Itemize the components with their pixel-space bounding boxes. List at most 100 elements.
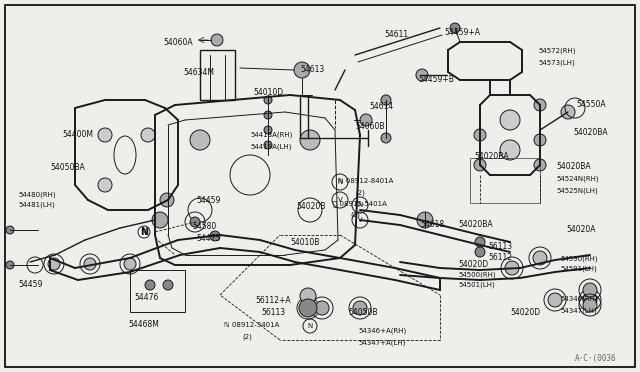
Text: 54020BA: 54020BA <box>474 152 509 161</box>
Text: 54634M: 54634M <box>183 68 214 77</box>
Text: 54060A: 54060A <box>163 38 193 47</box>
Text: 56113: 56113 <box>261 308 285 317</box>
Text: 56112: 56112 <box>488 253 512 262</box>
Text: ℕ 08912-3401A: ℕ 08912-3401A <box>224 322 280 328</box>
Text: 56112+A: 56112+A <box>255 296 291 305</box>
Circle shape <box>160 193 174 207</box>
Text: 54347+A(LH): 54347+A(LH) <box>358 339 405 346</box>
Text: 54481(LH): 54481(LH) <box>18 202 55 208</box>
Text: 54476: 54476 <box>134 293 158 302</box>
Text: N: N <box>140 228 147 237</box>
Text: 56113: 56113 <box>488 242 512 251</box>
Text: 54613: 54613 <box>300 65 324 74</box>
Circle shape <box>505 261 519 275</box>
Text: 54618: 54618 <box>420 220 444 229</box>
Text: 54060B: 54060B <box>355 122 385 131</box>
Circle shape <box>190 217 200 227</box>
Text: 54459: 54459 <box>196 196 220 205</box>
Circle shape <box>583 298 597 312</box>
Circle shape <box>264 111 272 119</box>
Circle shape <box>583 293 597 307</box>
Circle shape <box>500 140 520 160</box>
Text: 54050B: 54050B <box>348 308 378 317</box>
Text: 54459: 54459 <box>18 280 42 289</box>
Circle shape <box>533 251 547 265</box>
Text: 54419A(LH): 54419A(LH) <box>250 143 291 150</box>
Text: 54614: 54614 <box>369 102 393 111</box>
Text: 54550A: 54550A <box>576 100 605 109</box>
Circle shape <box>98 178 112 192</box>
Text: 54468M: 54468M <box>128 320 159 329</box>
Text: 54580: 54580 <box>192 222 216 231</box>
Circle shape <box>474 159 486 171</box>
Circle shape <box>474 129 486 141</box>
Text: N: N <box>357 202 363 208</box>
Circle shape <box>141 128 155 142</box>
Circle shape <box>417 212 433 228</box>
Circle shape <box>210 231 220 241</box>
Circle shape <box>48 258 60 270</box>
Circle shape <box>534 159 546 171</box>
Text: 54020BA: 54020BA <box>573 128 607 137</box>
Bar <box>130 270 185 312</box>
Circle shape <box>98 128 112 142</box>
Text: N: N <box>337 179 342 185</box>
Circle shape <box>6 226 14 234</box>
Text: 54590(RH): 54590(RH) <box>560 255 598 262</box>
Text: 54591(LH): 54591(LH) <box>560 265 596 272</box>
Bar <box>200 50 235 100</box>
Text: 54524N(RH): 54524N(RH) <box>556 176 598 183</box>
Circle shape <box>315 301 329 315</box>
Text: 54346+A(RH): 54346+A(RH) <box>358 328 406 334</box>
Text: (2): (2) <box>242 333 252 340</box>
Circle shape <box>6 261 14 269</box>
Circle shape <box>163 280 173 290</box>
Bar <box>470 158 540 203</box>
Circle shape <box>450 23 460 33</box>
Circle shape <box>300 288 316 304</box>
Text: ℕ 08912-8401A: ℕ 08912-8401A <box>338 178 394 184</box>
Circle shape <box>500 110 520 130</box>
Text: 54346(RH): 54346(RH) <box>560 296 598 302</box>
Text: 54573(LH): 54573(LH) <box>538 59 575 65</box>
Circle shape <box>152 212 168 228</box>
Circle shape <box>360 114 372 126</box>
Circle shape <box>353 301 367 315</box>
Text: 54020BA: 54020BA <box>458 220 493 229</box>
Text: 54050BA: 54050BA <box>50 163 84 172</box>
Circle shape <box>190 130 210 150</box>
Circle shape <box>561 105 575 119</box>
Text: V: V <box>358 217 362 223</box>
Text: A·C·(0036: A·C·(0036 <box>575 353 616 362</box>
Text: 54020B: 54020B <box>296 202 325 211</box>
Text: 54500(RH): 54500(RH) <box>458 272 495 279</box>
Circle shape <box>294 62 310 78</box>
Text: 54020A: 54020A <box>566 225 595 234</box>
Text: V: V <box>338 197 342 203</box>
Text: 54020D: 54020D <box>510 308 540 317</box>
Circle shape <box>475 237 485 247</box>
Circle shape <box>416 69 428 81</box>
Text: 54010B: 54010B <box>290 238 319 247</box>
Circle shape <box>583 283 597 297</box>
Text: (2): (2) <box>355 189 365 196</box>
Circle shape <box>84 258 96 270</box>
Circle shape <box>264 141 272 149</box>
Circle shape <box>534 134 546 146</box>
Text: 54611: 54611 <box>384 30 408 39</box>
Circle shape <box>301 301 315 315</box>
Circle shape <box>264 96 272 104</box>
Text: 54020D: 54020D <box>458 260 488 269</box>
Circle shape <box>124 258 136 270</box>
Text: 54572(RH): 54572(RH) <box>538 48 575 55</box>
Circle shape <box>145 280 155 290</box>
Text: N: N <box>140 227 148 237</box>
Text: Ⓟ 08915-5401A: Ⓟ 08915-5401A <box>333 200 387 206</box>
Text: 54501(LH): 54501(LH) <box>458 282 495 289</box>
Text: N: N <box>307 323 312 329</box>
Circle shape <box>211 34 223 46</box>
Circle shape <box>534 99 546 111</box>
Text: 54459+B: 54459+B <box>418 75 454 84</box>
Circle shape <box>381 133 391 143</box>
Circle shape <box>475 247 485 257</box>
